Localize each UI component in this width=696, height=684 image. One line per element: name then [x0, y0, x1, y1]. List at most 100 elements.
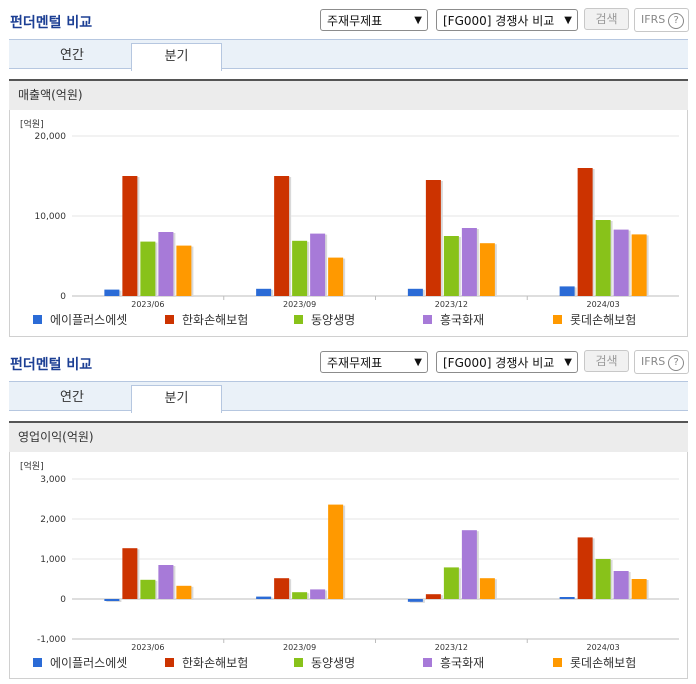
search-button[interactable]: 검색: [584, 350, 629, 372]
help-icon: ?: [668, 355, 685, 371]
statement-select-value: 주재무제표: [327, 14, 383, 28]
statement-select-value: 주재무제표: [327, 356, 383, 370]
metric-header: 영업이익(억원): [9, 421, 688, 452]
bar: [595, 559, 611, 599]
bar: [310, 233, 326, 296]
help-icon: ?: [668, 13, 685, 29]
y-unit-label: [억원]: [20, 460, 44, 472]
bar: [461, 228, 477, 296]
ifrs-help-button[interactable]: IFRS?: [634, 350, 689, 374]
operating-income-chart: [억원] 3,000 2,000 1,000 0 -1,000 2023/06 2023/09…: [20, 460, 679, 670]
bar: [407, 599, 423, 602]
search-button[interactable]: 검색: [584, 8, 629, 30]
x-tick-label: 2023/12: [435, 643, 468, 652]
bar: [425, 180, 441, 296]
ifrs-label: IFRS: [641, 13, 666, 26]
bar: [176, 245, 192, 296]
bar: [479, 578, 495, 599]
legend-swatch: [553, 658, 562, 667]
chart-frame: [9, 110, 688, 337]
chevron-down-icon: ▼: [414, 15, 422, 26]
period-tabs: 연간 분기: [9, 381, 688, 413]
legend-swatch: [423, 658, 432, 667]
legend-swatch: [553, 315, 562, 324]
tab-quarterly[interactable]: 분기: [131, 43, 222, 71]
legend-label: 한화손해보험: [182, 656, 248, 670]
tab-annual[interactable]: 연간: [60, 48, 84, 63]
tab-quarterly[interactable]: 분기: [131, 385, 222, 413]
bar: [461, 530, 477, 599]
bar: [479, 243, 495, 296]
legend-swatch: [423, 315, 432, 324]
panel-title: 펀더멘털 비교: [10, 15, 93, 31]
legend-label: 에이플러스에셋: [50, 313, 127, 327]
bar: [425, 594, 441, 599]
bar: [158, 565, 174, 599]
legend-swatch: [294, 658, 303, 667]
x-tick-label: 2023/09: [283, 300, 316, 309]
fundamental-panel-revenue: 펀더멘털 비교 주재무제표 ▼ [FG000] 경쟁사 비교 ▼ 검색 IFRS…: [9, 8, 689, 337]
bar: [158, 232, 174, 296]
ifrs-help-button[interactable]: IFRS?: [634, 8, 689, 32]
legend-swatch: [165, 315, 174, 324]
bar: [256, 288, 272, 296]
legend-label: 에이플러스에셋: [50, 656, 127, 670]
bar: [310, 589, 326, 599]
y-tick-label: -1,000: [37, 635, 66, 645]
bar: [328, 504, 344, 599]
chart-frame: [9, 452, 688, 679]
bar: [577, 168, 593, 296]
panel-title: 펀더멘털 비교: [10, 357, 93, 373]
legend-swatch: [294, 315, 303, 324]
x-tick-label: 2024/03: [587, 300, 620, 309]
bar: [631, 234, 647, 296]
ifrs-label: IFRS: [641, 355, 666, 368]
bar: [443, 567, 459, 599]
bar: [613, 229, 629, 296]
x-tick-label: 2023/06: [131, 300, 164, 309]
chevron-down-icon: ▼: [564, 357, 572, 368]
bar: [140, 241, 156, 296]
compare-select[interactable]: [FG000] 경쟁사 비교 ▼: [436, 351, 578, 373]
compare-select[interactable]: [FG000] 경쟁사 비교 ▼: [436, 9, 578, 31]
bar: [122, 548, 138, 599]
statement-select[interactable]: 주재무제표 ▼: [320, 9, 428, 31]
x-tick-label: 2023/12: [435, 300, 468, 309]
bar: [577, 537, 593, 599]
chevron-down-icon: ▼: [564, 15, 572, 26]
y-tick-label: 0: [60, 595, 66, 605]
bar: [176, 585, 192, 599]
bar: [274, 578, 290, 599]
bar: [559, 286, 575, 296]
tab-annual[interactable]: 연간: [60, 390, 84, 405]
fundamental-panel-operating-income: 펀더멘털 비교 주재무제표 ▼ [FG000] 경쟁사 비교 ▼ 검색 IFRS…: [0, 342, 696, 684]
legend-label: 한화손해보험: [182, 313, 248, 327]
legend-label: 롯데손해보험: [570, 656, 636, 670]
bar: [443, 236, 459, 296]
metric-header: 매출액(억원): [9, 79, 688, 110]
legend-label: 동양생명: [311, 656, 355, 670]
bar: [104, 289, 120, 296]
bar: [328, 257, 344, 296]
revenue-chart: [억원] 20,000 10,000 0 2023/06 2023/09 2023/12 20…: [20, 118, 679, 327]
compare-select-value: [FG000] 경쟁사 비교: [443, 356, 555, 370]
statement-select[interactable]: 주재무제표 ▼: [320, 351, 428, 373]
y-tick-label: 0: [60, 292, 66, 302]
y-tick-label: 2,000: [40, 515, 66, 525]
chevron-down-icon: ▼: [414, 357, 422, 368]
bar: [292, 592, 308, 599]
legend-label: 동양생명: [311, 313, 355, 327]
y-tick-label: 20,000: [35, 132, 67, 142]
y-unit-label: [억원]: [20, 118, 44, 130]
x-tick-label: 2024/03: [587, 643, 620, 652]
bar: [613, 571, 629, 599]
period-tabs: 연간 분기: [9, 39, 688, 71]
bar: [274, 176, 290, 296]
bar: [104, 599, 120, 601]
bar: [292, 240, 308, 296]
y-tick-label: 3,000: [40, 475, 66, 485]
x-tick-label: 2023/06: [131, 643, 164, 652]
legend-swatch: [33, 315, 42, 324]
bar: [122, 176, 138, 296]
compare-select-value: [FG000] 경쟁사 비교: [443, 14, 555, 28]
